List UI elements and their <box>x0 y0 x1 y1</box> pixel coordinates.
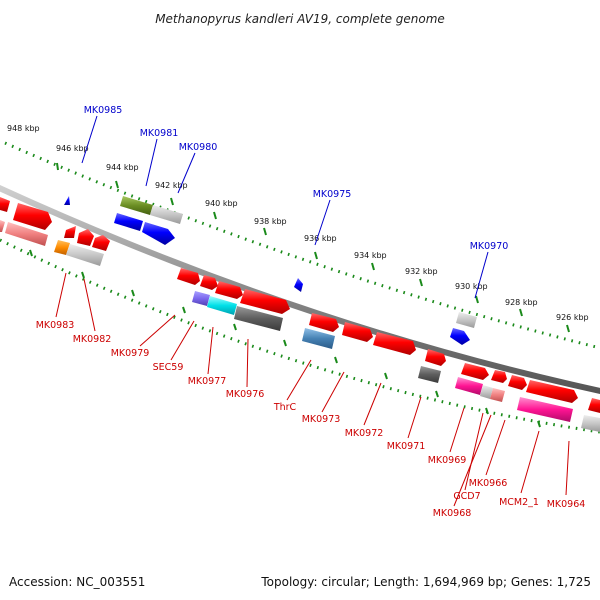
kbp-label: 928 kbp <box>505 298 538 307</box>
kbp-label: 940 kbp <box>205 199 238 208</box>
kbp-label: 926 kbp <box>556 313 589 322</box>
gene-blue-3 <box>450 328 470 345</box>
gene-mk0979 <box>192 291 210 306</box>
scale-labels: 948 kbp 946 kbp 944 kbp 942 kbp 940 kbp … <box>7 124 589 322</box>
gene-red-k <box>342 322 373 342</box>
kbp-label: 934 kbp <box>354 251 387 260</box>
gene-label-mk0964: MK0964 <box>547 499 586 510</box>
gene-salmon-b <box>5 222 48 246</box>
gene-blue-1 <box>114 213 143 231</box>
gene-red-b <box>13 203 52 230</box>
kbp-label: 932 kbp <box>405 267 438 276</box>
reverse-callouts <box>55 272 570 507</box>
forward-gene-labels: MK0985 MK0981 MK0980 MK0975 MK0970 <box>84 105 509 252</box>
gene-red-n <box>461 363 489 380</box>
kbp-label: 936 kbp <box>304 234 337 243</box>
genome-backbone <box>0 184 600 394</box>
gene-label-mk0970: MK0970 <box>470 241 509 252</box>
gene-red-l <box>373 332 416 355</box>
gene-mk0969 <box>455 377 483 395</box>
gene-blue-2 <box>142 222 175 245</box>
gene-mk0983 <box>54 240 70 255</box>
gene-mk0980 <box>150 205 183 224</box>
kbp-label: 942 kbp <box>155 181 188 190</box>
gene-label-mk0973: MK0973 <box>302 414 341 425</box>
kbp-label: 944 kbp <box>106 163 139 172</box>
gene-red-e <box>92 235 110 251</box>
gene-red-m <box>425 349 446 366</box>
gene-red-j <box>309 313 339 332</box>
accession-text: Accession: NC_003551 <box>9 575 145 589</box>
gene-red-g <box>200 275 218 290</box>
scale-ticks <box>56 162 570 333</box>
gene-label-mk0972: MK0972 <box>345 428 384 439</box>
gene-red-q <box>526 380 578 403</box>
gene-label-gcd7: GCD7 <box>453 491 480 502</box>
reverse-gene-labels: MK0983 MK0982 MK0979 SEC59 MK0977 MK0976… <box>36 320 586 519</box>
gene-salmon-a <box>0 220 5 232</box>
gene-red-c <box>64 226 76 238</box>
gene-mk0971 <box>418 366 441 383</box>
gene-mk0981 <box>120 196 153 215</box>
map-title: Methanopyrus kandleri AV19, complete gen… <box>155 12 445 26</box>
gene-red-o <box>491 370 507 383</box>
gene-red-p <box>508 375 527 390</box>
gene-label-mk0979: MK0979 <box>111 348 150 359</box>
gene-thrc <box>302 328 335 349</box>
gene-mk0964 <box>581 415 600 432</box>
gene-mk0968 <box>490 388 505 402</box>
gene-red-d <box>77 229 94 246</box>
kbp-label: 930 kbp <box>455 282 488 291</box>
gene-label-mk0966: MK0966 <box>469 478 508 489</box>
kbp-label: 948 kbp <box>7 124 40 133</box>
kbp-label: 946 kbp <box>56 144 89 153</box>
reverse-features <box>0 197 600 432</box>
gene-mk0976 <box>234 306 283 331</box>
gene-red-i <box>240 289 290 314</box>
gene-sec59 <box>207 296 237 315</box>
gene-mk0982 <box>66 244 104 266</box>
gene-label-mk0971: MK0971 <box>387 441 426 452</box>
kbp-label: 938 kbp <box>254 217 287 226</box>
forward-callouts <box>81 115 489 299</box>
forward-arrow-marker <box>294 278 303 292</box>
gene-label-mk0977: MK0977 <box>188 376 227 387</box>
gene-red-f <box>177 268 200 285</box>
forward-arrow-marker <box>64 196 70 205</box>
gene-label-mk0975: MK0975 <box>313 189 352 200</box>
gene-label-mk0981: MK0981 <box>140 128 179 139</box>
gene-label-mcm2-1: MCM2_1 <box>499 497 539 508</box>
gene-mk0970 <box>456 312 477 328</box>
gene-label-mk0980: MK0980 <box>179 142 218 153</box>
gene-label-mk0985: MK0985 <box>84 105 123 116</box>
gene-mcm2-1 <box>517 397 573 422</box>
gene-label-mk0969: MK0969 <box>428 455 467 466</box>
gene-gcd7 <box>480 385 493 399</box>
gene-label-thrc: ThrC <box>273 402 297 413</box>
topology-summary: Topology: circular; Length: 1,694,969 bp… <box>260 575 591 589</box>
gene-label-sec59: SEC59 <box>153 362 184 373</box>
gene-label-mk0983: MK0983 <box>36 320 75 331</box>
gene-red-h <box>215 281 243 299</box>
gene-label-mk0976: MK0976 <box>226 389 265 400</box>
forward-features <box>64 196 477 345</box>
gene-label-mk0982: MK0982 <box>73 334 112 345</box>
gene-red-r <box>588 398 600 413</box>
inner-ticks <box>29 249 541 428</box>
gene-label-mk0968: MK0968 <box>433 508 472 519</box>
gene-red-a <box>0 197 10 212</box>
